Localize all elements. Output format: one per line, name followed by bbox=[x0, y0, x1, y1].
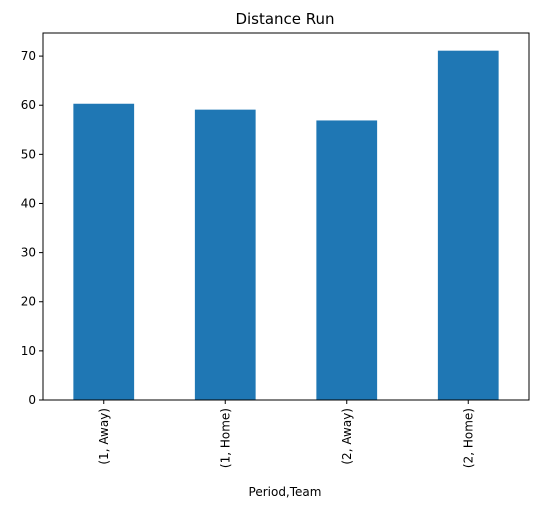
x-tick-label-2: (2, Away) bbox=[340, 408, 354, 465]
x-axis: (1, Away) (1, Home) (2, Away) (2, Home) bbox=[97, 400, 475, 468]
chart-title: Distance Run bbox=[235, 10, 334, 28]
y-tick-label-2: 20 bbox=[21, 295, 36, 309]
x-tick-label-1: (1, Home) bbox=[218, 408, 232, 468]
bar-2 bbox=[316, 120, 378, 400]
y-tick-label-4: 40 bbox=[21, 196, 36, 210]
x-tick-label-0: (1, Away) bbox=[97, 408, 111, 465]
bars-layer bbox=[73, 50, 499, 401]
y-tick-label-5: 50 bbox=[21, 147, 36, 161]
y-tick-label-1: 10 bbox=[21, 344, 36, 358]
bar-3 bbox=[437, 50, 499, 401]
y-tick-label-7: 70 bbox=[21, 49, 36, 63]
bar-0 bbox=[73, 103, 135, 401]
bar-1 bbox=[194, 109, 256, 400]
y-tick-label-6: 60 bbox=[21, 98, 36, 112]
x-axis-label: Period,Team bbox=[249, 485, 322, 499]
plot-frame bbox=[42, 32, 530, 401]
y-tick-label-3: 30 bbox=[21, 246, 36, 260]
y-axis: 0 10 20 30 40 50 60 70 bbox=[21, 49, 43, 407]
x-tick-label-3: (2, Home) bbox=[461, 408, 475, 468]
y-tick-label-0: 0 bbox=[28, 393, 36, 407]
